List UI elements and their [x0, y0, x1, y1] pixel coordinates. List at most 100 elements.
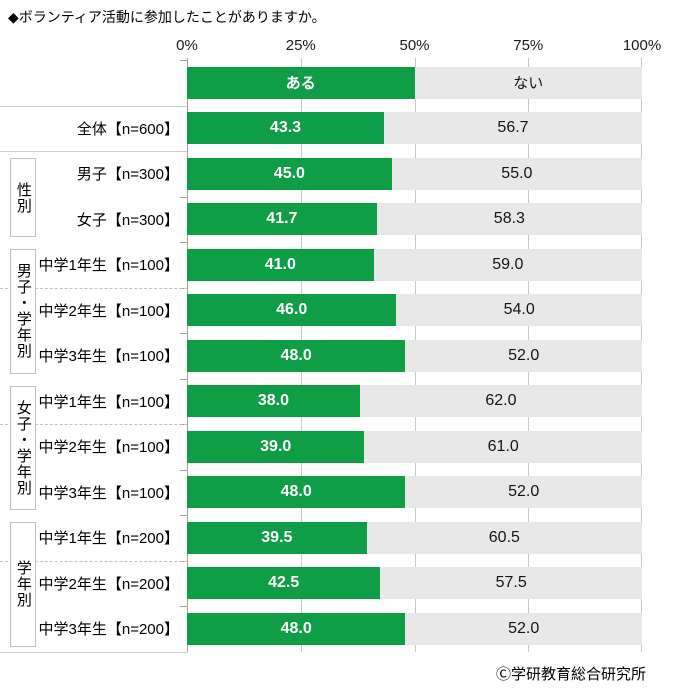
bar-track: 39.5 60.5 — [187, 521, 642, 554]
bar-segment-not: 58.3 — [376, 203, 642, 236]
bar-segment-not: 62.0 — [359, 385, 642, 418]
bar-segment-have: 48.0 — [187, 612, 406, 645]
bar-segment-not: 52.0 — [405, 476, 642, 509]
row-category-label: 中学1年生【n=200】 — [38, 530, 179, 548]
group-label-box: 学年別 — [10, 522, 36, 647]
bar-value-not: 59.0 — [492, 255, 524, 273]
row-category-label: 中学2年生【n=200】 — [38, 575, 179, 593]
bar-segment-have: 48.0 — [187, 476, 406, 509]
category-tick — [180, 378, 187, 380]
x-axis-tick-label: 25% — [285, 37, 316, 54]
bar-value-have: 39.0 — [260, 437, 292, 455]
bar-value-have: 39.5 — [261, 528, 293, 546]
chart-title: ◆ボランティア活動に参加したことがありますか。 — [8, 9, 326, 25]
bar-track: 41.7 58.3 — [187, 203, 642, 236]
label-area-separator — [0, 105, 187, 107]
group-label-box: 男子・学年別 — [10, 249, 36, 374]
bar-value-have: 42.5 — [268, 574, 300, 592]
group-label-box: 性別 — [10, 158, 36, 237]
bar-segment-not: 54.0 — [396, 294, 642, 327]
bar-track: 38.0 62.0 — [187, 385, 642, 418]
bar-segment-have: 38.0 — [187, 385, 360, 418]
bar-row: 中学2年生【n=200】 42.5 57.5 — [0, 561, 642, 607]
bar-segment-have: 41.7 — [187, 203, 377, 236]
x-axis-tick-label: 50% — [399, 37, 430, 54]
category-tick — [180, 469, 187, 471]
category-tick — [180, 60, 187, 61]
bar-segment-have: 42.5 — [187, 567, 381, 600]
row-category-label: 全体【n=600】 — [76, 120, 179, 138]
category-tick — [180, 333, 187, 334]
bar-value-not: 52.0 — [508, 346, 540, 364]
x-axis-tick-label: 75% — [513, 37, 544, 54]
label-area-separator — [0, 287, 187, 289]
bar-value-have: 48.0 — [280, 483, 312, 501]
bar-segment-not: 57.5 — [380, 567, 642, 600]
bar-segment-have: 46.0 — [187, 294, 397, 327]
bar-row: 男子【n=300】 45.0 55.0 — [0, 151, 642, 197]
bar-segment-have: 48.0 — [187, 339, 406, 372]
bar-row: 中学1年生【n=200】 39.5 60.5 — [0, 515, 642, 561]
legend-label-not: ない — [513, 75, 544, 93]
bar-value-not: 54.0 — [503, 301, 535, 319]
label-area-separator — [0, 560, 187, 562]
bar-segment-not: 59.0 — [373, 248, 642, 281]
bar-track: 42.5 57.5 — [187, 567, 642, 600]
category-tick — [180, 242, 187, 243]
bar-segment-have: 45.0 — [187, 157, 392, 190]
bar-value-have: 41.0 — [264, 255, 296, 273]
bar-row: 中学2年生【n=100】 39.0 61.0 — [0, 424, 642, 470]
category-tick — [180, 196, 187, 198]
bar-row: 中学3年生【n=100】 48.0 52.0 — [0, 333, 642, 379]
bar-row: 全体【n=600】 43.3 56.7 — [0, 106, 642, 152]
bar-value-not: 61.0 — [487, 437, 519, 455]
row-category-label: 男子【n=300】 — [76, 166, 179, 184]
bar-value-not: 62.0 — [485, 392, 517, 410]
bar-row: 中学3年生【n=100】 48.0 52.0 — [0, 470, 642, 516]
bar-segment-have: 39.5 — [187, 521, 367, 554]
bar-value-have: 41.7 — [266, 210, 298, 228]
bar-value-have: 43.3 — [269, 119, 302, 137]
bar-value-have: 48.0 — [280, 619, 312, 637]
bar-track: 45.0 55.0 — [187, 157, 642, 190]
bar-track: 48.0 52.0 — [187, 476, 642, 509]
bar-value-not: 56.7 — [497, 119, 529, 137]
bar-row: 女子【n=300】 41.7 58.3 — [0, 197, 642, 243]
bar-value-not: 57.5 — [495, 574, 527, 592]
bar-track: ある ない — [187, 66, 642, 99]
legend-swatch-have: ある — [187, 66, 415, 99]
row-category-label: 中学2年生【n=100】 — [38, 302, 179, 320]
row-category-label: 女子【n=300】 — [76, 211, 179, 229]
copyright-text: Ⓒ学研教育総合研究所 — [495, 666, 646, 683]
category-tick — [180, 515, 187, 516]
legend-label-have: ある — [285, 75, 316, 93]
bar-track: 41.0 59.0 — [187, 248, 642, 281]
bar-value-not: 52.0 — [508, 619, 540, 637]
label-area-separator — [0, 151, 187, 152]
bar-segment-have: 39.0 — [187, 430, 365, 463]
row-category-label: 中学3年生【n=200】 — [38, 621, 179, 639]
bar-row: 中学1年生【n=100】 38.0 62.0 — [0, 379, 642, 425]
bar-segment-not: 60.5 — [366, 521, 642, 554]
bar-segment-not: 61.0 — [364, 430, 642, 463]
group-label-box: 女子・学年別 — [10, 385, 36, 510]
label-area-separator — [0, 424, 187, 425]
bar-row: 中学1年生【n=100】 41.0 59.0 — [0, 242, 642, 288]
row-category-label: 中学3年生【n=100】 — [38, 348, 179, 366]
bar-value-not: 55.0 — [501, 164, 533, 182]
x-axis-tick-label: 100% — [622, 37, 662, 54]
bar-value-not: 52.0 — [508, 483, 540, 501]
bar-segment-not: 55.0 — [391, 157, 642, 190]
category-tick — [180, 606, 187, 607]
label-area-separator — [0, 651, 187, 653]
legend-row: ある ない — [0, 60, 642, 106]
bar-segment-not: 52.0 — [405, 612, 642, 645]
bar-value-have: 48.0 — [280, 346, 312, 364]
bar-value-have: 38.0 — [257, 392, 290, 410]
bar-segment-not: 56.7 — [384, 112, 642, 145]
bar-value-not: 58.3 — [493, 210, 525, 228]
bar-track: 43.3 56.7 — [187, 112, 642, 145]
bar-track: 39.0 61.0 — [187, 430, 642, 463]
legend-swatch-not: ない — [414, 66, 642, 99]
